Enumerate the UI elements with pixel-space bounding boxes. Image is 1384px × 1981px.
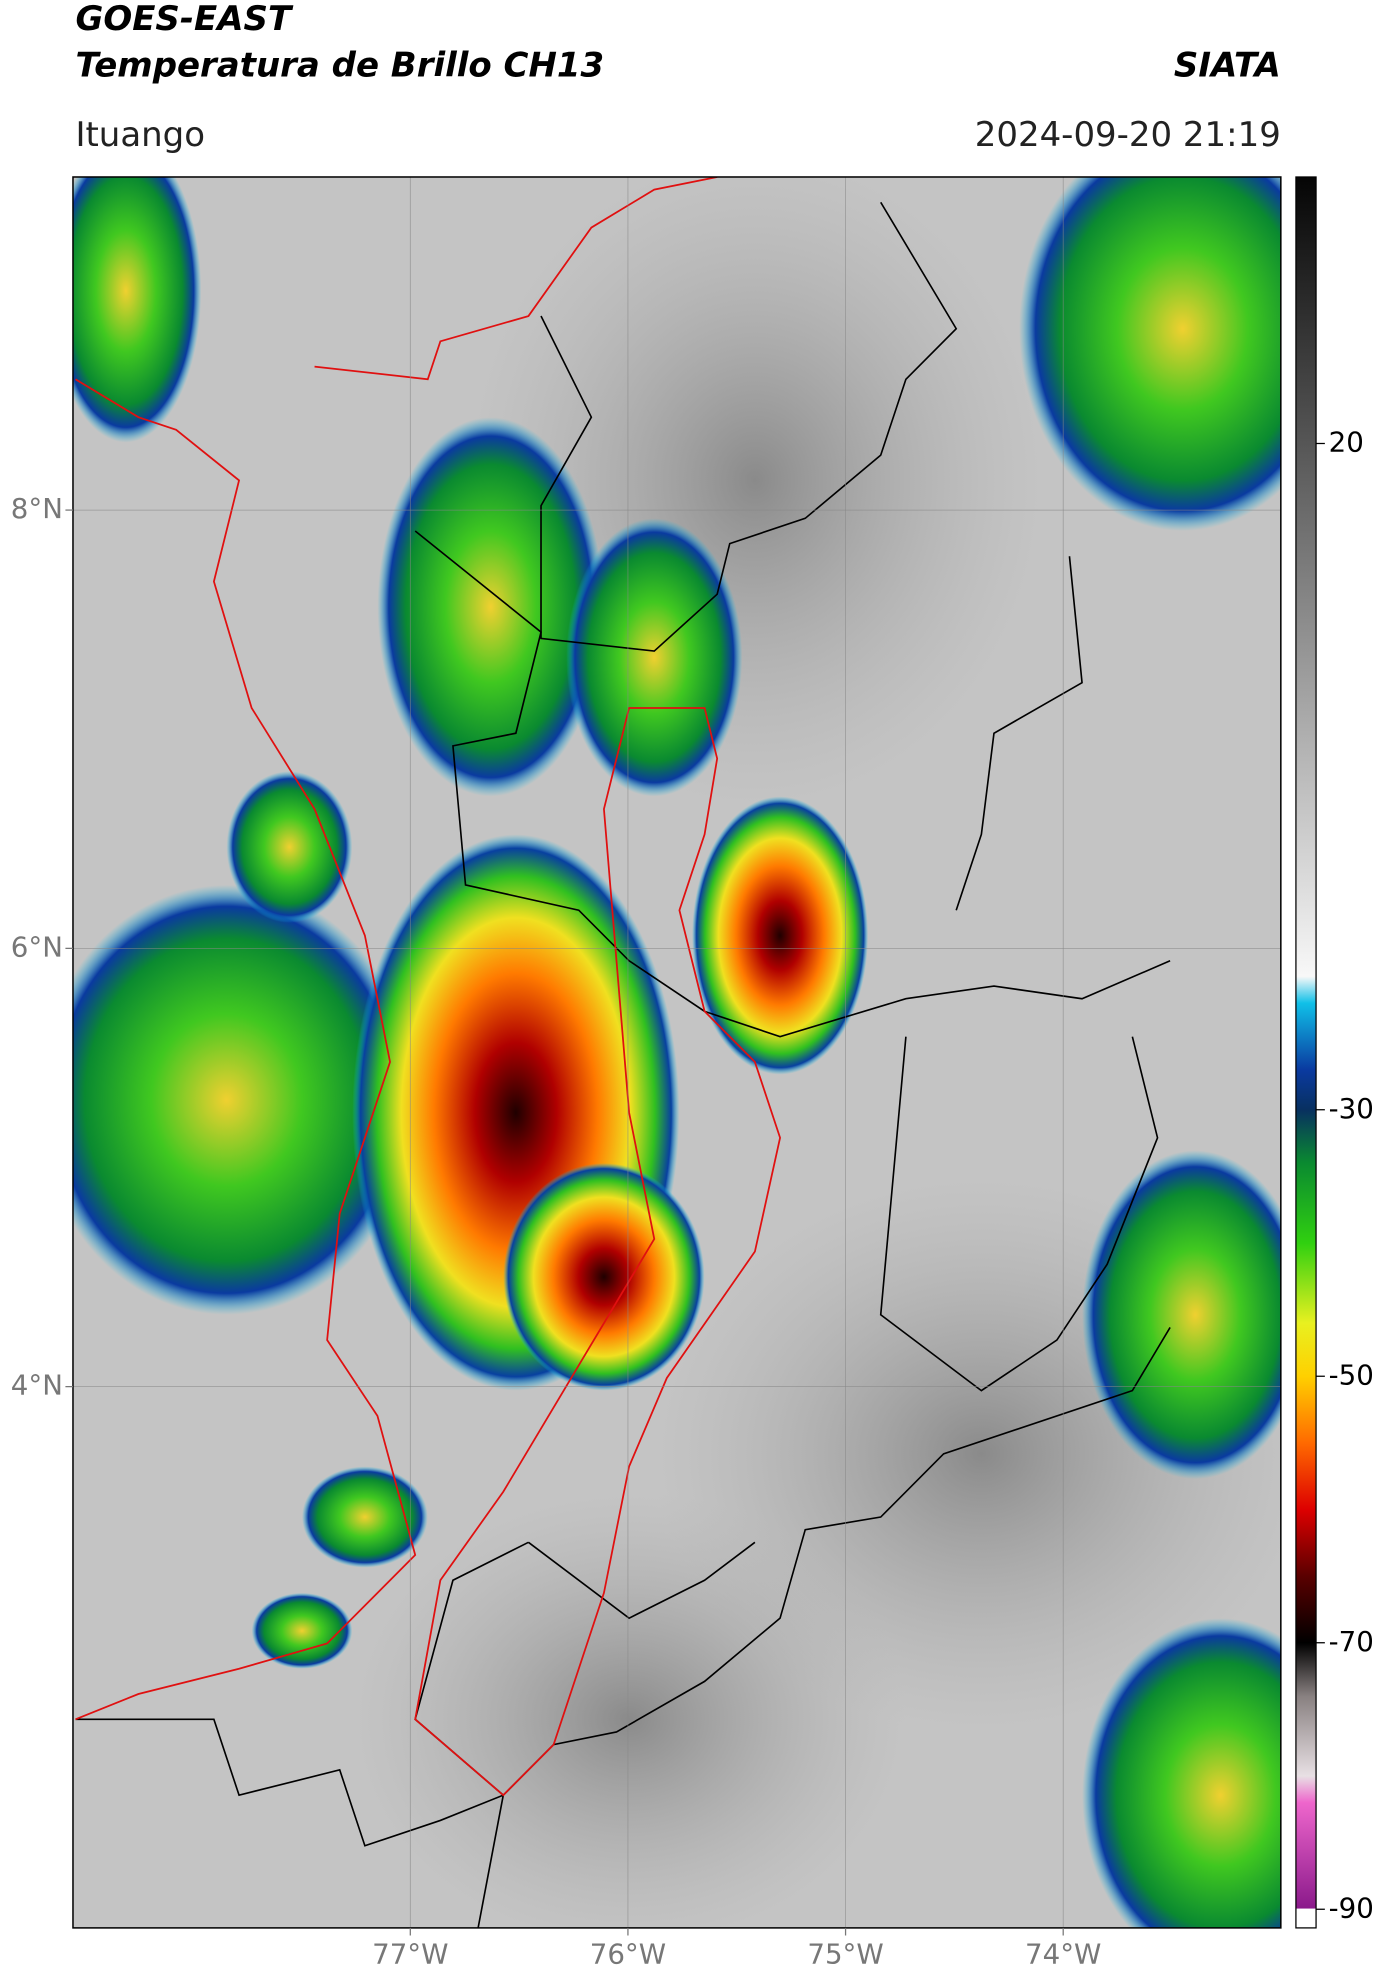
region-outline — [75, 176, 781, 1797]
x-tick-label: 75°W — [807, 1938, 883, 1971]
location: Ituango — [75, 115, 205, 155]
datetime: 2024-09-20 21:19 — [975, 115, 1281, 155]
colorbar-tick-label: -70 — [1329, 1625, 1374, 1658]
colorbar-tick-label: -50 — [1329, 1358, 1374, 1391]
colorbar-tick-label: 20 — [1329, 425, 1364, 458]
map — [72, 176, 1281, 1928]
graticule — [72, 176, 1281, 1928]
colorbar: -90 -70 -50 -30 20 — [1295, 176, 1374, 1929]
colorbar-scale — [1295, 176, 1317, 1929]
imagery — [72, 176, 1281, 1928]
x-tick-label: 77°W — [372, 1938, 448, 1971]
colorbar-tick-label: -30 — [1329, 1092, 1374, 1125]
map-frame — [72, 176, 1282, 1929]
x-tick-label: 76°W — [590, 1938, 666, 1971]
title: GOES-EAST — [75, 0, 293, 39]
subtitle: Temperatura de Brillo CH13 — [75, 45, 604, 85]
y-tick-label: 4°N — [11, 1369, 63, 1402]
borders — [75, 201, 1171, 1928]
y-tick-label: 6°N — [11, 930, 63, 963]
y-tick-label: 8°N — [11, 492, 63, 525]
x-tick-label: 74°W — [1025, 1938, 1101, 1971]
colorbar-tick-label: -90 — [1329, 1891, 1374, 1924]
org: SIATA — [1174, 45, 1281, 85]
